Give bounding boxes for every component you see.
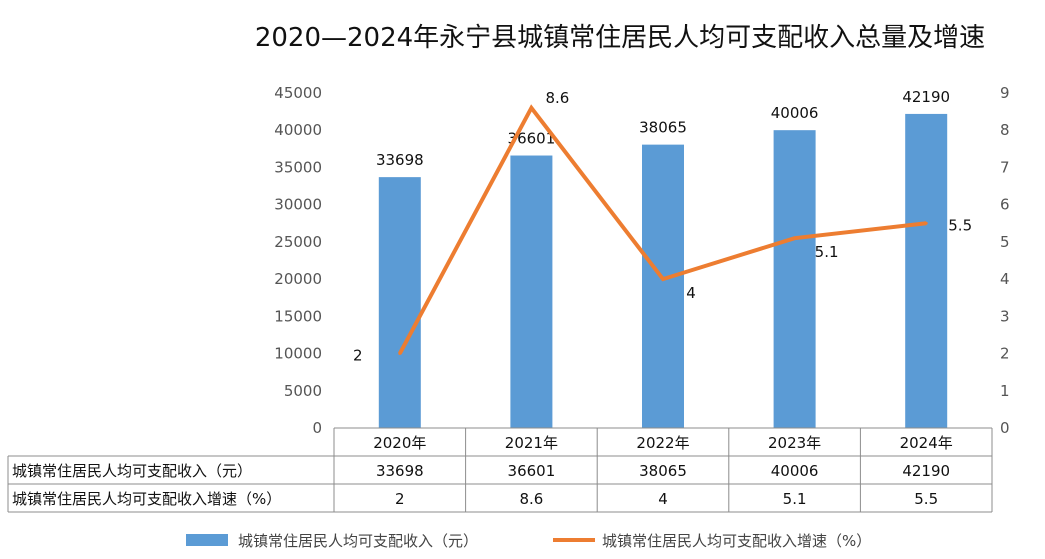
left-y-tick-label: 30000 xyxy=(274,196,322,214)
line-point xyxy=(661,277,665,281)
line-data-label: 5.5 xyxy=(948,216,972,234)
bar xyxy=(642,144,684,428)
table-cell: 33698 xyxy=(376,462,424,480)
table-cell: 8.6 xyxy=(519,490,543,508)
bar-data-label: 33698 xyxy=(376,151,424,169)
left-y-tick-label: 25000 xyxy=(274,233,322,251)
bar xyxy=(905,113,948,429)
left-y-tick-label: 15000 xyxy=(274,307,322,325)
category-label: 2023年 xyxy=(768,434,821,452)
line-point xyxy=(529,106,533,110)
left-y-tick-label: 5000 xyxy=(284,382,322,400)
line-series: 2 8.6 4 5.1 5.5 xyxy=(353,89,972,365)
left-y-tick-label: 35000 xyxy=(274,158,322,176)
line-point xyxy=(924,221,928,225)
table-row-label: 城镇常住居民人均可支配收入（元） xyxy=(12,462,252,480)
line-point xyxy=(398,352,402,356)
line-data-label: 8.6 xyxy=(545,89,569,107)
bar-data-label: 42190 xyxy=(902,88,950,106)
right-y-tick-label: 7 xyxy=(1000,158,1010,176)
table-cell: 2 xyxy=(395,490,405,508)
table-row-label: 城镇常住居民人均可支配收入增速（%） xyxy=(12,490,281,508)
table-cell: 36601 xyxy=(508,462,556,480)
line-point xyxy=(793,236,797,240)
left-y-tick-label: 20000 xyxy=(274,270,322,288)
left-y-tick-label: 45000 xyxy=(274,84,322,102)
left-y-tick-label: 40000 xyxy=(274,121,322,139)
left-y-axis: 0 5000 10000 15000 20000 25000 30000 35000 40000… xyxy=(274,84,322,437)
category-label: 2022年 xyxy=(636,434,689,452)
bar xyxy=(510,155,553,429)
right-y-tick-label: 3 xyxy=(1000,307,1010,325)
table-cell: 5.5 xyxy=(914,490,938,508)
right-y-tick-label: 9 xyxy=(1000,84,1010,102)
right-y-tick-label: 2 xyxy=(1000,345,1010,363)
data-table: 2020年 2021年 2022年 2023年 2024年城镇常住居民人均可支配收入（元… xyxy=(7,427,993,513)
table-cell: 4 xyxy=(658,490,668,508)
bar xyxy=(378,177,421,428)
right-y-axis: 0 1 2 3 4 5 6 7 8 9 xyxy=(1000,84,1010,437)
line-data-label: 5.1 xyxy=(815,243,839,261)
legend-swatch-bar xyxy=(186,534,228,546)
chart-title: 2020—2024年永宁县城镇常住居民人均可支配收入总量及增速 xyxy=(255,23,985,53)
bar-data-label: 38065 xyxy=(639,119,687,137)
right-y-tick-label: 4 xyxy=(1000,270,1010,288)
category-label: 2021年 xyxy=(505,434,558,452)
legend-label: 城镇常住居民人均可支配收入增速（%） xyxy=(602,532,871,550)
left-y-tick-label: 10000 xyxy=(274,345,322,363)
right-y-tick-label: 0 xyxy=(1000,419,1010,437)
table-cell: 5.1 xyxy=(783,490,807,508)
right-y-tick-label: 1 xyxy=(1000,382,1010,400)
line-data-label: 4 xyxy=(686,284,696,302)
right-y-tick-label: 8 xyxy=(1000,121,1010,139)
table-cell: 40006 xyxy=(771,462,819,480)
right-y-tick-label: 5 xyxy=(1000,233,1010,251)
legend: 城镇常住居民人均可支配收入（元） 城镇常住居民人均可支配收入增速（%） xyxy=(186,532,871,550)
table-cell: 42190 xyxy=(902,462,950,480)
line-data-label: 2 xyxy=(353,347,363,365)
right-y-tick-label: 6 xyxy=(1000,196,1010,214)
bar xyxy=(773,130,816,428)
table-cell: 38065 xyxy=(639,462,687,480)
legend-label: 城镇常住居民人均可支配收入（元） xyxy=(238,532,478,550)
category-label: 2024年 xyxy=(900,434,953,452)
category-label: 2020年 xyxy=(373,434,426,452)
left-y-tick-label: 0 xyxy=(312,419,322,437)
bar-data-label: 40006 xyxy=(771,104,819,122)
